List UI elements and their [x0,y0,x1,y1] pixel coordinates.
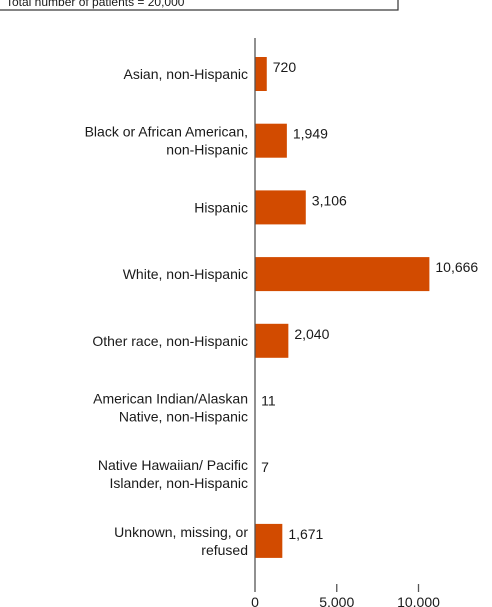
x-axis: 0 5,000 10,000 [251,38,440,607]
category-label-4: Other race, non-Hispanic [92,333,248,349]
value-label-1: 1,949 [293,126,328,142]
header-text: Total number of patients = 20,000 [6,0,185,9]
category-label-2: Hispanic [194,199,248,215]
bar-4 [255,323,289,358]
bar-1 [255,123,287,158]
category-label-3: White, non-Hispanic [123,266,248,282]
value-label-5: 11 [261,393,276,409]
category-label-7-line-1: refused [201,542,248,558]
bar-2 [255,190,306,225]
x-tick-label-2: 10,000 [397,594,440,607]
category-label-1-line-1: non-Hispanic [166,142,248,158]
value-label-3: 10,666 [435,259,478,275]
category-label-1-line-0: Black or African American, [85,124,248,140]
bar-7 [255,523,283,558]
bar-0 [255,57,267,91]
x-tick-label-0: 0 [251,594,259,607]
category-label-5-line-1: Native, non-Hispanic [119,409,248,425]
bars-layer: Asian, non-Hispanic 720 Black or African A… [85,57,478,558]
category-label-7-line-0: Unknown, missing, or [114,524,248,540]
category-label-6-line-1: Islander, non-Hispanic [109,475,248,491]
header-box: Total number of patients = 20,000 [0,0,399,11]
category-label-6-line-0: Native Hawaiian/ Pacific [98,457,248,473]
value-label-2: 3,106 [312,192,347,208]
bar-3 [255,257,430,292]
category-label-0: Asian, non-Hispanic [123,66,248,82]
value-label-6: 7 [261,459,269,475]
value-label-4: 2,040 [294,326,329,342]
value-label-0: 720 [273,59,297,75]
value-label-7: 1,671 [288,526,323,542]
category-label-5-line-0: American Indian/Alaskan [93,391,248,407]
x-tick-label-1: 5,000 [319,594,354,607]
